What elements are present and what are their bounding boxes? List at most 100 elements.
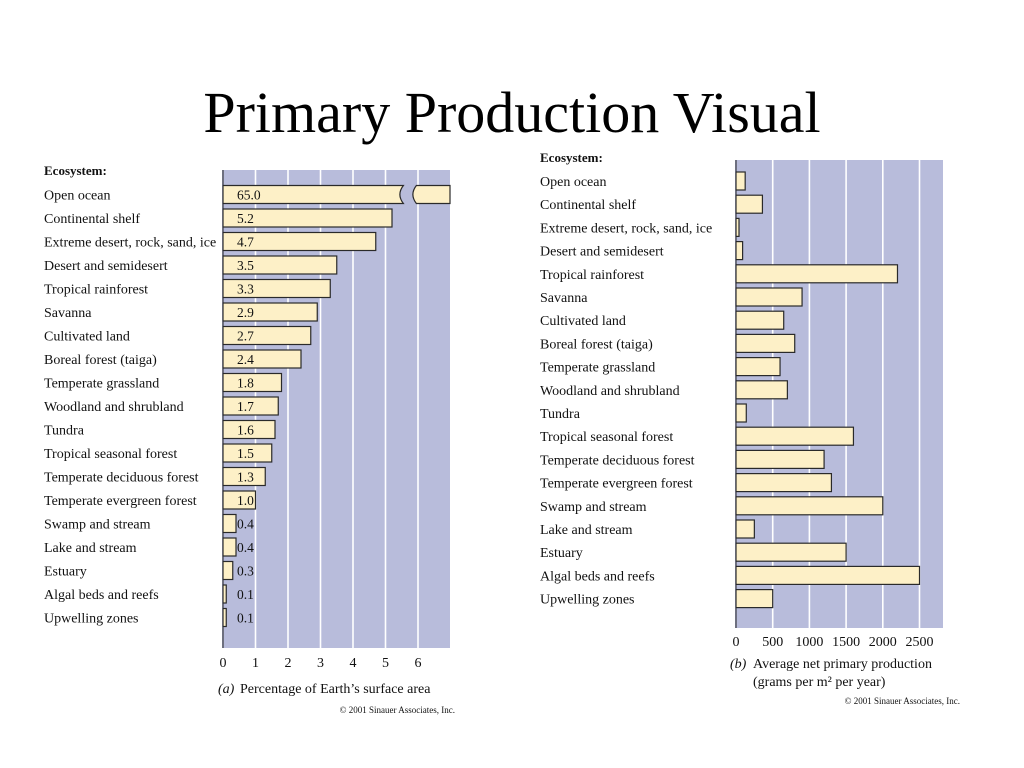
chart-a-category-label: Open ocean <box>44 189 110 204</box>
chart-b-category-label: Temperate deciduous forest <box>540 453 695 468</box>
chart-b-category-label: Lake and stream <box>540 523 633 538</box>
chart-a-panel-label: (a) <box>218 682 235 697</box>
chart-a-value-label: 2.7 <box>237 329 254 344</box>
chart-b-bar <box>735 588 774 609</box>
chart-a-bar <box>222 466 266 487</box>
chart-a-bar <box>222 231 377 252</box>
chart-a-bar <box>222 419 276 440</box>
chart-a-category-label: Savanna <box>44 306 92 321</box>
chart-a-bar <box>222 584 227 604</box>
chart-b-bar <box>735 519 755 539</box>
chart-a-bar <box>222 349 302 369</box>
chart-a: 65.0 5.2 4.7 3.5 3.3 2.9 2.7 2.4 1.8 1.7 1.6 1.5 1.3… <box>44 163 455 715</box>
chart-b-category-label: Swamp and stream <box>540 500 647 515</box>
chart-a-header: Ecosystem: <box>44 163 107 178</box>
chart-b-header: Ecosystem: <box>540 150 603 165</box>
chart-b-x-tick-label: 2500 <box>906 635 934 650</box>
chart-a-category-label: Tropical rainforest <box>44 283 148 298</box>
chart-a-value-label: 1.7 <box>237 399 254 414</box>
chart-b-bar <box>735 449 825 469</box>
chart-b-bar <box>735 287 803 307</box>
chart-a-value-label: 2.4 <box>237 352 254 367</box>
chart-a-value-label: 1.6 <box>237 423 254 438</box>
chart-a-value-label: 1.8 <box>237 376 254 391</box>
chart-b-category-label: Savanna <box>540 291 588 306</box>
chart-b-bar <box>735 264 899 284</box>
chart-a-x-tick-label: 2 <box>285 656 292 671</box>
chart-a-category-label: Estuary <box>44 565 87 580</box>
chart-b-x-axis-label-line2: (grams per m² per year) <box>753 675 886 690</box>
chart-b-bar <box>735 357 781 377</box>
chart-b-category-label: Tropical seasonal forest <box>540 430 673 445</box>
chart-a-bar <box>222 278 331 299</box>
chart-b-bar <box>735 333 796 353</box>
chart-b-bar <box>735 542 847 562</box>
chart-a-x-tick-label: 3 <box>317 656 324 671</box>
chart-b-bar <box>735 171 746 191</box>
slide-title: Primary Production Visual <box>203 80 821 145</box>
chart-a-value-label: 0.1 <box>237 587 254 602</box>
chart-a-bar <box>222 537 237 557</box>
chart-a-x-tick-label: 4 <box>350 656 357 671</box>
chart-b-bar <box>735 403 747 423</box>
chart-b-category-label: Continental shelf <box>540 198 636 213</box>
chart-a-bar <box>222 372 283 393</box>
chart-a-category-label: Swamp and stream <box>44 518 151 533</box>
chart-b-bar <box>735 194 764 214</box>
chart-b-x-tick-label: 0 <box>733 635 740 650</box>
chart-b-category-label: Estuary <box>540 546 583 561</box>
chart-a-value-label: 3.5 <box>237 258 254 273</box>
chart-a-bar <box>222 513 237 534</box>
chart-a-bar <box>222 184 405 205</box>
chart-a-value-label: 1.3 <box>237 470 254 485</box>
chart-b-bar <box>735 473 833 493</box>
chart-a-x-tick-label: 6 <box>415 656 422 671</box>
chart-a-category-label: Boreal forest (taiga) <box>44 353 157 368</box>
chart-a-x-tick-label: 1 <box>252 656 259 671</box>
chart-a-bar <box>222 560 234 581</box>
chart-a-x-axis-label: Percentage of Earth’s surface area <box>240 682 431 697</box>
chart-a-copyright: © 2001 Sinauer Associates, Inc. <box>340 705 455 715</box>
chart-a-value-label: 0.1 <box>237 611 254 626</box>
chart-a-category-label: Desert and semidesert <box>44 259 168 274</box>
chart-a-category-label: Continental shelf <box>44 212 140 227</box>
chart-b-category-label: Open ocean <box>540 175 606 190</box>
chart-a-bar <box>222 490 257 510</box>
chart-b-x-tick-label: 1500 <box>832 635 860 650</box>
chart-b-bar <box>735 310 785 330</box>
chart-a-value-label: 4.7 <box>237 235 254 250</box>
chart-a-category-label: Lake and stream <box>44 541 137 556</box>
chart-b-bar <box>735 217 740 237</box>
chart-b-panel-label: (b) <box>730 657 747 672</box>
chart-a-value-label: 5.2 <box>237 211 254 226</box>
chart-b-bar <box>735 426 855 446</box>
chart-a-bar <box>222 443 273 463</box>
chart-b-category-label: Woodland and shrubland <box>540 384 680 399</box>
chart-a-bar-continued <box>412 184 451 205</box>
chart-b: Open ocean Continental shelf Extreme deser… <box>540 150 960 706</box>
chart-a-category-label: Temperate evergreen forest <box>44 494 197 509</box>
chart-a-x-tick-label: 5 <box>382 656 389 671</box>
chart-b-category-label: Boreal forest (taiga) <box>540 337 653 352</box>
chart-b-x-tick-label: 500 <box>762 635 783 650</box>
chart-b-bar <box>735 565 921 586</box>
chart-a-category-label: Algal beds and reefs <box>44 588 159 603</box>
chart-b-copyright: © 2001 Sinauer Associates, Inc. <box>845 696 960 706</box>
chart-a-value-label: 1.5 <box>237 446 254 461</box>
chart-a-value-label: 3.3 <box>237 282 254 297</box>
chart-b-category-label: Cultivated land <box>540 314 626 329</box>
chart-a-x-tick-label: 0 <box>220 656 227 671</box>
chart-a-category-label: Tundra <box>44 424 85 439</box>
chart-b-x-tick-label: 1000 <box>795 635 823 650</box>
chart-b-category-label: Desert and semidesert <box>540 245 664 260</box>
chart-a-value-label: 2.9 <box>237 305 254 320</box>
chart-b-bar <box>735 496 884 516</box>
chart-a-value-label: 0.3 <box>237 564 254 579</box>
chart-b-category-label: Algal beds and reefs <box>540 569 655 584</box>
chart-b-category-label: Tropical rainforest <box>540 268 644 283</box>
chart-b-bar <box>735 380 788 400</box>
chart-a-bar <box>222 396 279 416</box>
chart-b-category-label: Upwelling zones <box>540 593 634 608</box>
chart-b-category-label: Extreme desert, rock, sand, ice <box>540 221 712 236</box>
